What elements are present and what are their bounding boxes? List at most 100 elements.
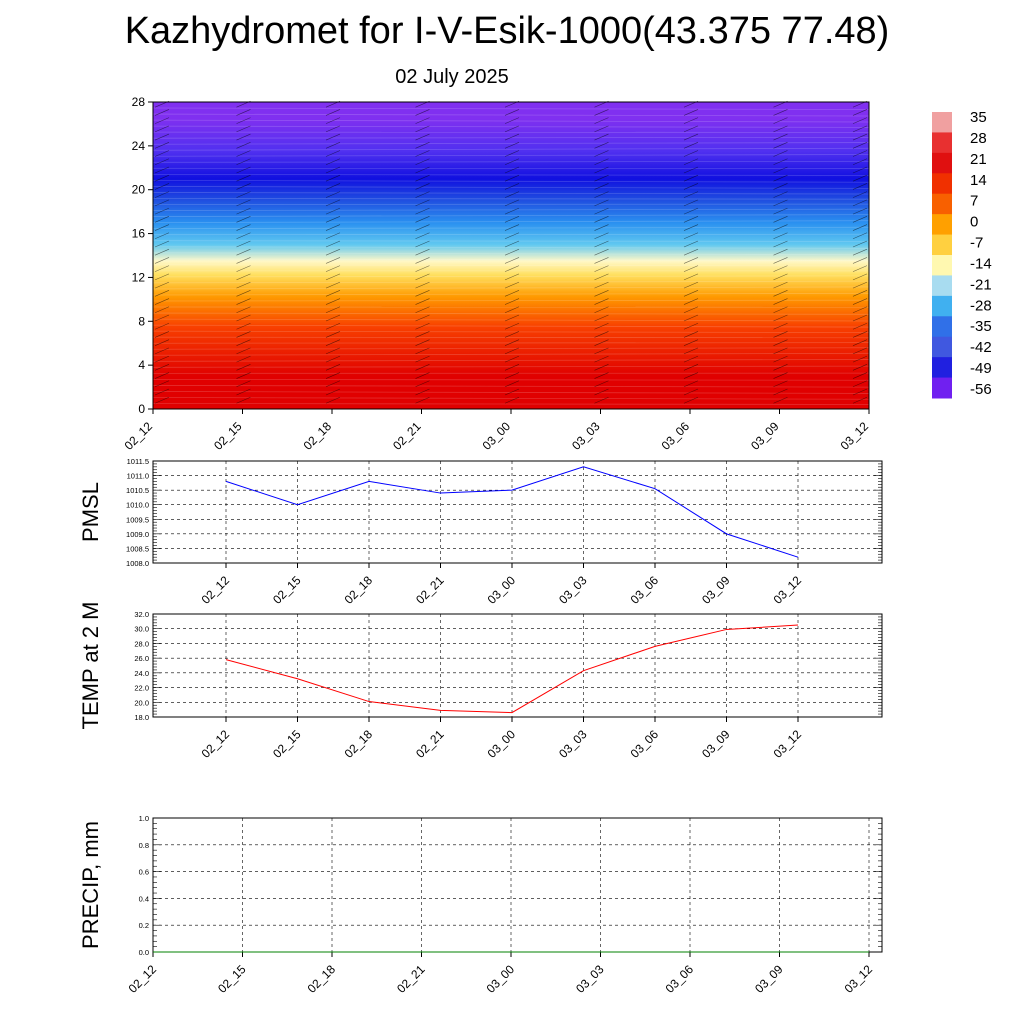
wind-barb (594, 265, 609, 272)
wind-barb (773, 166, 788, 174)
wind-barb (325, 372, 341, 379)
y-tick-label: 30.0 (134, 625, 149, 634)
wind-barb (594, 314, 609, 322)
x-tick-label: 03_09 (699, 727, 733, 761)
wind-barb (504, 248, 520, 256)
wind-barb (852, 117, 868, 124)
wind-barb (325, 240, 341, 248)
wind-barb (236, 347, 251, 355)
wind-barb (594, 224, 609, 231)
colorbar-swatch (932, 193, 952, 215)
wind-barb (504, 281, 520, 289)
wind-barb (852, 339, 868, 346)
wind-barb (773, 191, 788, 198)
wind-barb (594, 372, 609, 379)
wind-barb (325, 216, 341, 223)
contour-line (152, 214, 870, 217)
wind-barb (773, 125, 788, 133)
wind-barb (154, 232, 170, 240)
wind-barb (504, 290, 520, 297)
y-tick-label: 1011.5 (127, 457, 149, 466)
wind-barb (415, 191, 430, 198)
wind-barb (325, 265, 341, 272)
wind-barb (325, 273, 341, 281)
wind-barb (325, 133, 341, 141)
x-tick-label: 03_12 (838, 419, 872, 453)
colorbar-label: 28 (970, 130, 987, 147)
x-tick-label: 02_12 (122, 419, 156, 453)
colorbar-swatch (932, 152, 952, 174)
x-tick-label: 03_09 (752, 962, 786, 996)
contour-line (152, 275, 870, 278)
wind-barb (236, 281, 251, 289)
wind-barb (594, 281, 609, 289)
y-tick-label: 0 (138, 402, 145, 416)
wind-barb (325, 331, 341, 338)
wind-barb (852, 364, 868, 371)
wind-barb (415, 207, 430, 215)
wind-barb (504, 142, 520, 149)
temp-2m-panel: 18.0 20.0 22.0 24.0 26.0 28.0 30.0 32.0 02_12 02_… (78, 602, 883, 761)
wind-barb (154, 306, 170, 314)
wind-barb (773, 347, 788, 355)
y-tick-label: 26.0 (134, 654, 149, 663)
wind-barb (594, 109, 609, 116)
wind-barb (236, 322, 251, 330)
y-axis-title: PRECIP, mm (78, 821, 103, 949)
wind-barb (415, 273, 430, 281)
wind-barb (683, 199, 699, 207)
contour-line (152, 397, 870, 400)
wind-barb (415, 306, 430, 314)
wind-barb (594, 133, 609, 141)
x-tick-label: 02_15 (215, 962, 249, 996)
wind-barb (852, 380, 868, 388)
y-tick-label: 1011.0 (127, 472, 149, 481)
wind-barb (773, 265, 788, 272)
wind-barb (852, 273, 868, 281)
colorbar-label: 21 (970, 151, 987, 168)
wind-barb (236, 183, 251, 190)
wind-barb (594, 331, 609, 338)
wind-barb (415, 290, 430, 297)
wind-barb (415, 388, 430, 396)
colorbar-swatch (932, 316, 952, 338)
wind-barb (773, 364, 788, 371)
contour-line (152, 186, 870, 189)
wind-barb (852, 174, 868, 182)
wind-barb (154, 364, 170, 371)
wind-barb (683, 166, 699, 174)
wind-barb (852, 125, 868, 133)
wind-barb (154, 191, 170, 198)
y-tick-label: 1009.0 (126, 530, 149, 539)
y-tick-label: 0.6 (139, 868, 149, 877)
colorbar-label: 0 (970, 214, 978, 231)
wind-barb (773, 355, 788, 363)
contour-line (152, 378, 870, 381)
precip-panel: 0.0 0.2 0.4 0.6 0.8 1.0 02_12 02_15 02_18 02_21 03… (78, 814, 883, 996)
wind-barb (594, 355, 609, 363)
contour-line (152, 292, 870, 296)
wind-barb (773, 174, 788, 182)
contour-line (152, 154, 870, 157)
wind-barb (773, 142, 788, 149)
wind-barb (325, 298, 341, 305)
wind-barb (154, 257, 170, 264)
wind-barb (154, 224, 170, 231)
wind-barb (504, 207, 520, 215)
wind-barb (325, 322, 341, 330)
wind-barb (504, 372, 520, 379)
wind-barb (415, 142, 430, 149)
wind-barb (236, 117, 251, 124)
wind-barb (154, 174, 170, 182)
wind-barb (236, 150, 251, 157)
wind-barb (594, 158, 609, 166)
wind-barb (683, 133, 699, 141)
x-tick-label: 03_12 (842, 962, 876, 996)
wind-barb (773, 306, 788, 314)
wind-barb (236, 396, 251, 404)
wind-barb (852, 314, 868, 322)
wind-barb (683, 331, 699, 338)
wind-barb (415, 380, 430, 388)
wind-barb (154, 396, 170, 404)
wind-barb (236, 273, 251, 281)
